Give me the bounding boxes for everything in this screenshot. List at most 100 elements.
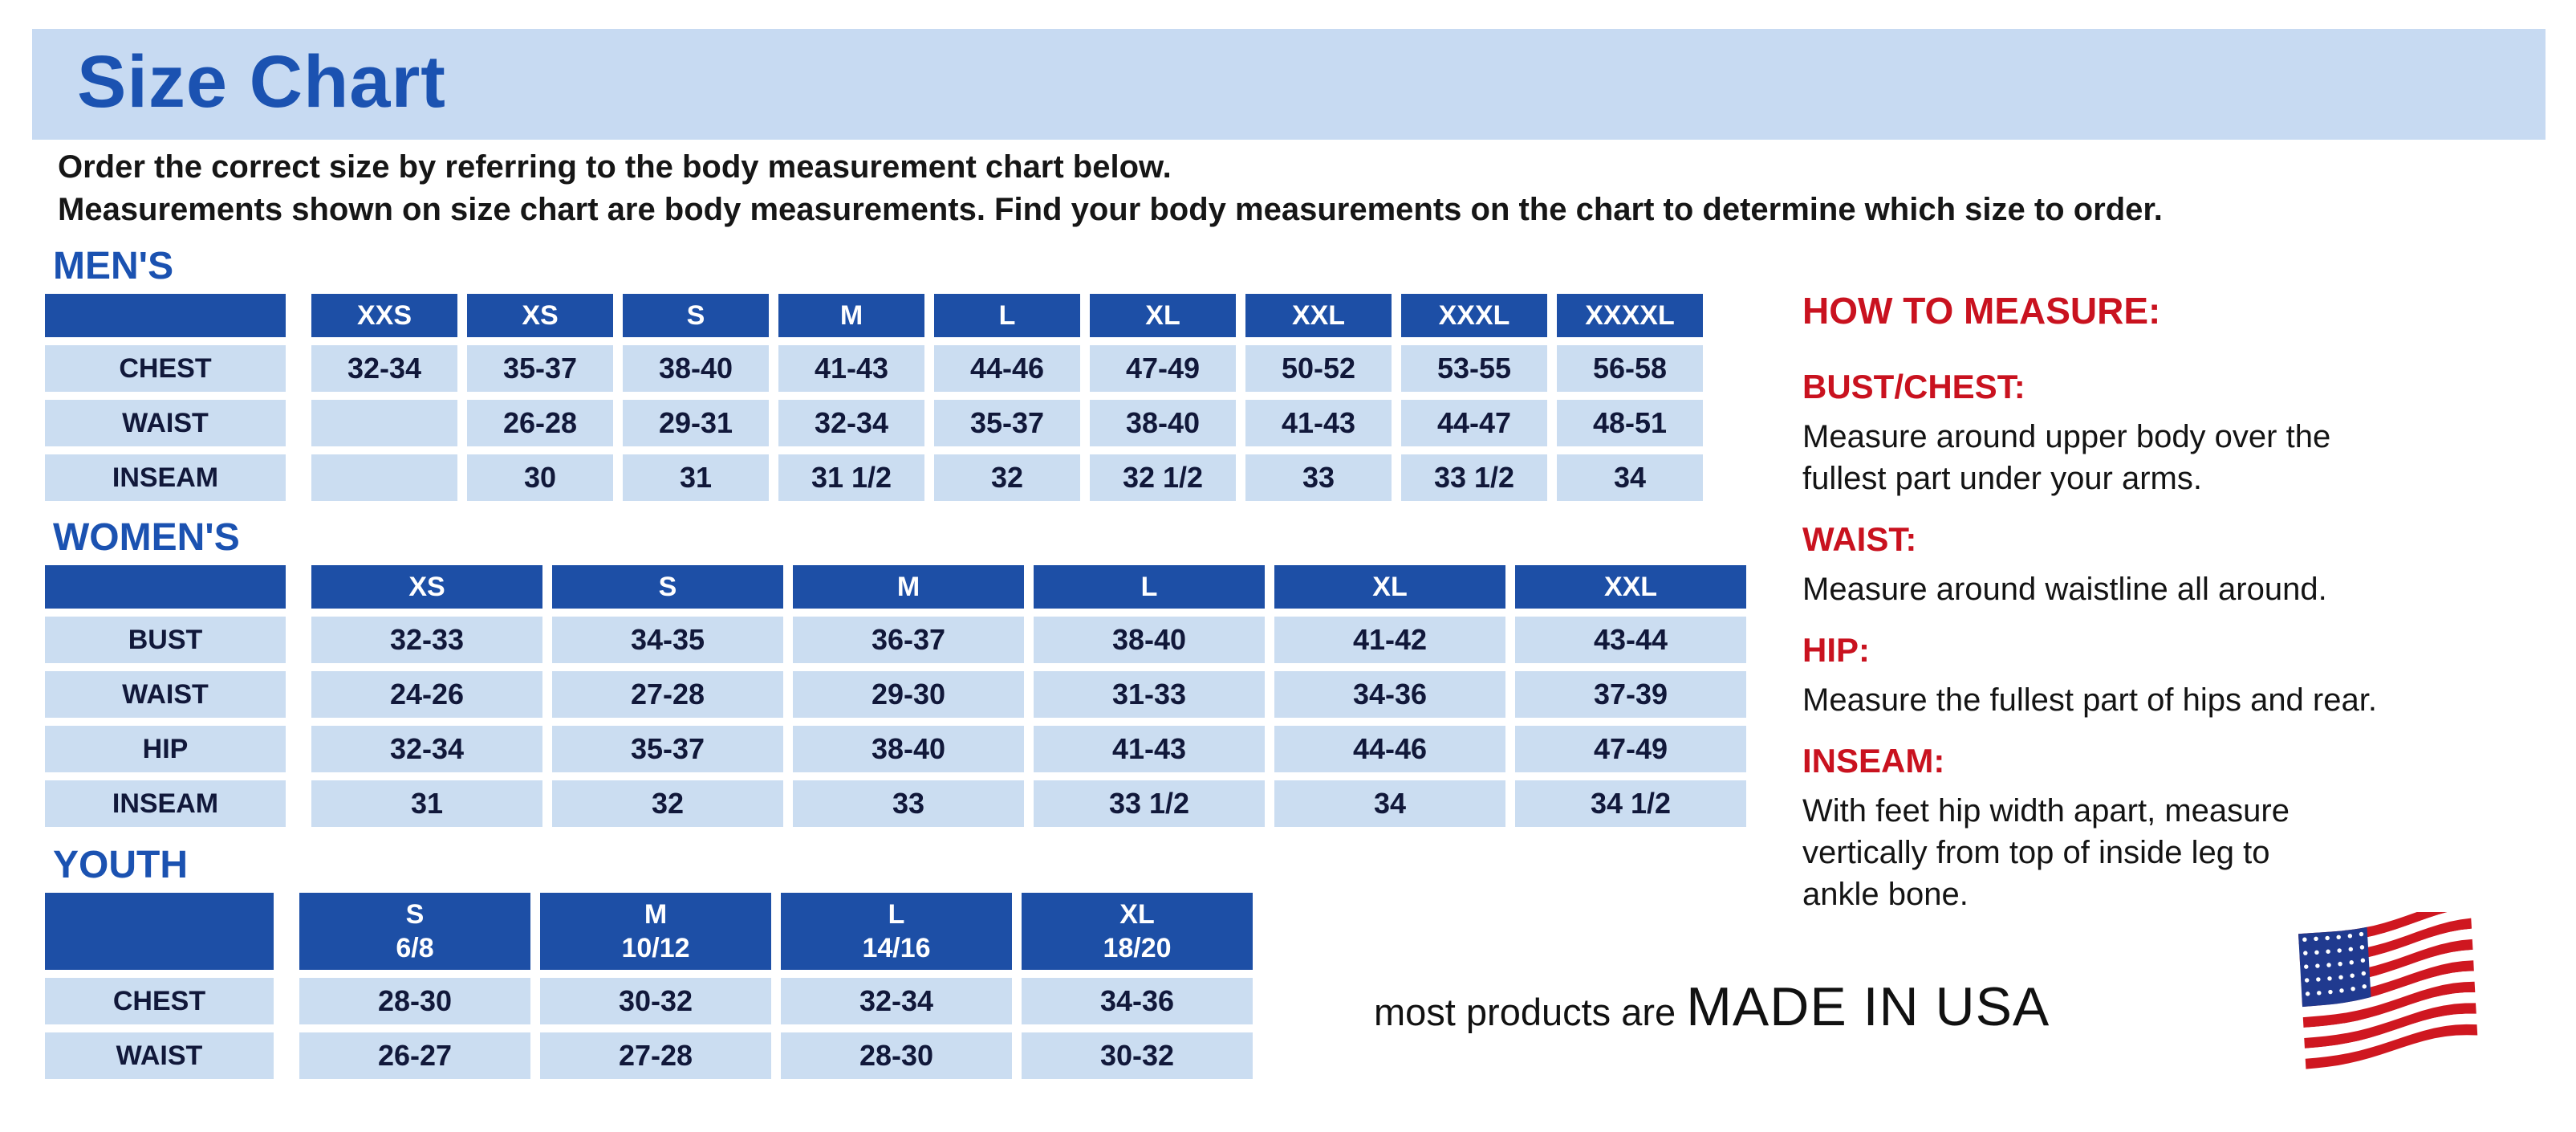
waist-label: WAIST: bbox=[1802, 520, 1917, 558]
womens-size-table: XS S M L XL XXL BUST 32-33 34-35 36-37 38-40 41-42 4… bbox=[45, 565, 1746, 827]
size-value-cell: 30-32 bbox=[1022, 1032, 1253, 1079]
hip-label: HIP: bbox=[1802, 631, 1870, 669]
flag-star bbox=[2314, 950, 2319, 955]
column-spacer bbox=[283, 1032, 290, 1079]
size-value-cell: 41-42 bbox=[1274, 617, 1505, 663]
mens-section-heading: MEN'S bbox=[53, 245, 174, 287]
size-value-cell: 31 1/2 bbox=[778, 454, 924, 501]
flag-stripe bbox=[2302, 981, 2476, 1028]
womens-section-heading: WOMEN'S bbox=[53, 516, 240, 559]
size-column-header: XL bbox=[1274, 565, 1505, 609]
row-label-cell: HIP bbox=[45, 726, 286, 772]
flag-star bbox=[2347, 934, 2353, 939]
size-value-cell: 31-33 bbox=[1034, 671, 1265, 718]
column-spacer bbox=[295, 345, 302, 392]
row-label-cell: WAIST bbox=[45, 1032, 274, 1079]
size-value-cell: 34-35 bbox=[552, 617, 783, 663]
intro-text: Order the correct size by referring to t… bbox=[58, 146, 2163, 231]
row-label-cell: WAIST bbox=[45, 671, 286, 718]
usa-flag-icon bbox=[2298, 912, 2478, 1069]
flag-star bbox=[2325, 935, 2330, 941]
flag-star bbox=[2337, 948, 2342, 953]
how-to-measure-heading: HOW TO MEASURE: bbox=[1802, 290, 2161, 332]
column-spacer bbox=[283, 893, 290, 970]
size-value-cell: 31 bbox=[311, 780, 542, 827]
flag-star bbox=[2348, 947, 2354, 952]
flag-star bbox=[2304, 964, 2309, 969]
size-column-header: S 6/8 bbox=[299, 893, 530, 970]
intro-line-1: Order the correct size by referring to t… bbox=[58, 149, 1172, 185]
column-spacer bbox=[295, 565, 302, 609]
size-value-cell: 28-30 bbox=[299, 978, 530, 1024]
column-spacer bbox=[295, 400, 302, 446]
size-value-cell: 32-34 bbox=[778, 400, 924, 446]
size-value-cell: 41-43 bbox=[1245, 400, 1392, 446]
flag-star bbox=[2305, 992, 2310, 996]
size-value-cell: 44-46 bbox=[1274, 726, 1505, 772]
flag-star bbox=[2350, 986, 2355, 992]
size-value-cell: 30-32 bbox=[540, 978, 771, 1024]
size-value-cell bbox=[311, 454, 457, 501]
corner-header-cell bbox=[45, 565, 286, 609]
flag-stripe bbox=[2303, 992, 2476, 1038]
how-to-measure-panel: HOW TO MEASURE: BUST/CHEST: Measure arou… bbox=[1802, 289, 2573, 915]
flag-star bbox=[2315, 963, 2320, 968]
flag-star bbox=[2359, 931, 2364, 937]
size-column-header: XXS bbox=[311, 294, 457, 337]
size-column-header: XS bbox=[311, 565, 542, 609]
size-value-cell: 37-39 bbox=[1515, 671, 1746, 718]
size-value-cell: 28-30 bbox=[781, 1032, 1012, 1079]
size-value-cell: 33 1/2 bbox=[1401, 454, 1547, 501]
size-value-cell bbox=[311, 400, 457, 446]
size-value-cell: 29-31 bbox=[623, 400, 769, 446]
inseam-label: INSEAM: bbox=[1802, 742, 1945, 780]
size-column-header: XL 18/20 bbox=[1022, 893, 1253, 970]
size-value-cell: 56-58 bbox=[1557, 345, 1703, 392]
row-label-cell: INSEAM bbox=[45, 454, 286, 501]
size-value-cell: 33 bbox=[793, 780, 1024, 827]
flag-stripe bbox=[2304, 1003, 2476, 1049]
row-label-cell: CHEST bbox=[45, 978, 274, 1024]
size-value-cell: 27-28 bbox=[540, 1032, 771, 1079]
size-column-header: XXXXL bbox=[1557, 294, 1703, 337]
flag-star bbox=[2339, 988, 2344, 993]
flag-star bbox=[2328, 989, 2333, 995]
intro-line-2: Measurements shown on size chart are bod… bbox=[58, 192, 2163, 227]
size-value-cell: 32 1/2 bbox=[1090, 454, 1236, 501]
flag-star bbox=[2314, 936, 2318, 942]
flag-star bbox=[2359, 945, 2365, 950]
flag-star bbox=[2336, 935, 2341, 940]
column-spacer bbox=[295, 617, 302, 663]
size-value-cell: 30 bbox=[467, 454, 613, 501]
made-in-usa-prefix: most products are bbox=[1374, 991, 1687, 1033]
size-value-cell: 32-34 bbox=[781, 978, 1012, 1024]
size-column-header: M 10/12 bbox=[540, 893, 771, 970]
flag-star bbox=[2350, 973, 2355, 978]
title-banner: Size Chart bbox=[32, 29, 2546, 140]
flag-star bbox=[2361, 971, 2367, 976]
size-value-cell: 41-43 bbox=[778, 345, 924, 392]
size-value-cell: 32-34 bbox=[311, 345, 457, 392]
flag-star bbox=[2303, 951, 2308, 955]
waist-instructions: Measure around waistline all around. bbox=[1802, 572, 2327, 607]
size-value-cell: 44-47 bbox=[1401, 400, 1547, 446]
flag-star bbox=[2338, 961, 2342, 967]
size-value-cell: 31 bbox=[623, 454, 769, 501]
size-column-header: S bbox=[623, 294, 769, 337]
page-title: Size Chart bbox=[77, 41, 446, 123]
flag-star bbox=[2360, 958, 2366, 963]
row-label-cell: WAIST bbox=[45, 400, 286, 446]
youth-section-heading: YOUTH bbox=[53, 844, 188, 886]
flag-stripe bbox=[2305, 1024, 2478, 1069]
flag-star bbox=[2326, 963, 2331, 967]
flag-star bbox=[2338, 975, 2343, 980]
row-label-cell: BUST bbox=[45, 617, 286, 663]
size-value-cell: 38-40 bbox=[623, 345, 769, 392]
flag-star bbox=[2327, 976, 2332, 981]
size-column-header: M bbox=[778, 294, 924, 337]
size-value-cell: 38-40 bbox=[1090, 400, 1236, 446]
size-value-cell: 35-37 bbox=[552, 726, 783, 772]
column-spacer bbox=[283, 978, 290, 1024]
size-value-cell: 32 bbox=[934, 454, 1080, 501]
size-value-cell: 43-44 bbox=[1515, 617, 1746, 663]
